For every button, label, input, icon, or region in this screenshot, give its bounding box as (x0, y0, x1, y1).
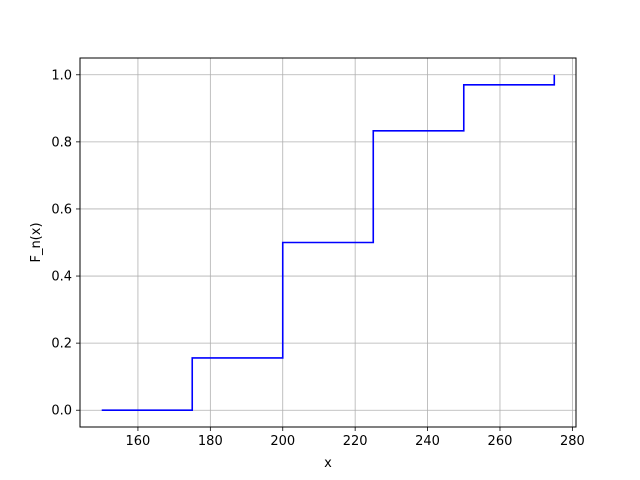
y-tick-label: 1.0 (51, 68, 72, 83)
x-tick-label: 160 (126, 434, 151, 449)
y-tick-label: 0.4 (51, 270, 72, 285)
y-axis-label: F_n(x) (29, 222, 44, 262)
x-tick-label: 260 (488, 434, 513, 449)
x-tick-label: 240 (415, 434, 440, 449)
ecdf-step-line (101, 74, 556, 412)
x-axis-label: x (324, 456, 332, 471)
x-tick-label: 220 (343, 434, 368, 449)
y-tick-label: 0.2 (51, 337, 72, 352)
plot-frame (79, 57, 577, 428)
x-tick-label: 200 (270, 434, 295, 449)
x-tick-label: 280 (560, 434, 585, 449)
y-tick-label: 0.6 (51, 202, 72, 217)
ticks: 160 180 200 220 240 260 280 0.0 0.2 0.4 0.6 0.8 1.0 (51, 68, 584, 449)
x-tick-label: 180 (198, 434, 223, 449)
grid (80, 58, 576, 427)
y-tick-label: 0.0 (51, 404, 72, 419)
y-tick-label: 0.8 (51, 135, 72, 150)
series-layer (101, 74, 556, 412)
